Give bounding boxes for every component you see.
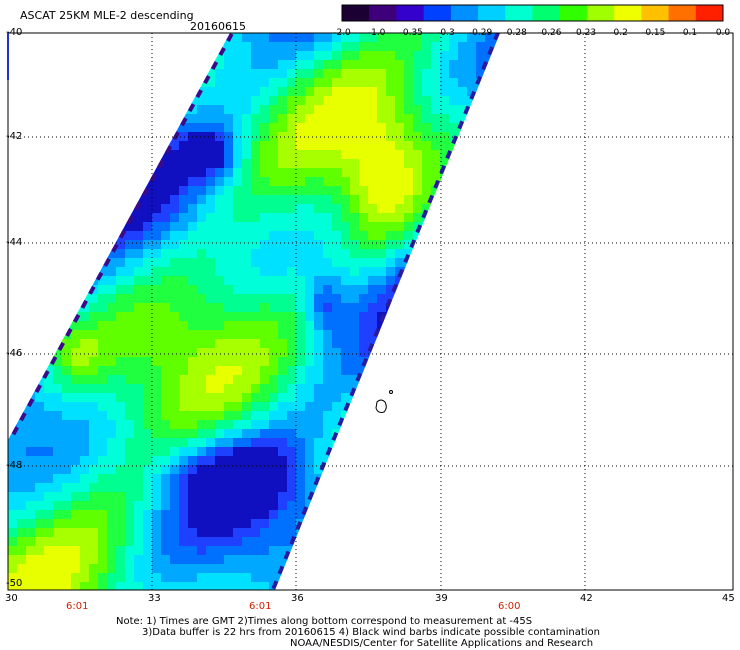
colorbar-segment <box>396 5 425 21</box>
colorbar-segment <box>505 5 533 21</box>
note-line-3: NOAA/NESDIS/Center for Satellite Applica… <box>290 638 594 649</box>
lat-label: -48 <box>6 460 23 471</box>
note-line-1: Note: 1) Times are GMT 2)Times along bot… <box>116 616 533 627</box>
colorbar-segment <box>668 5 697 21</box>
map-title: ASCAT 25KM MLE-2 descending <box>20 9 194 22</box>
colorbar-tick-label: -2.0 <box>333 28 351 38</box>
note-line-2: 3)Data buffer is 22 hrs from 20160615 4)… <box>142 627 600 638</box>
lon-label: 36 <box>291 593 304 604</box>
colorbar-tick-label: -0.28 <box>504 28 528 38</box>
colorbar-tick-label: -1.0 <box>368 28 386 38</box>
map-date: 20160615 <box>190 20 246 33</box>
colorbar-tick-label: -0.26 <box>538 28 562 38</box>
colorbar-segment <box>369 5 397 21</box>
colorbar-tick-label: 0.0 <box>716 28 731 38</box>
colorbar-segment <box>342 5 370 21</box>
lon-label: 45 <box>722 593 735 604</box>
time-label: 6:01 <box>66 601 89 612</box>
colorbar-segment <box>423 5 452 21</box>
lon-label: 30 <box>5 593 18 604</box>
swath-data <box>8 33 500 590</box>
colorbar-tick-label: -0.23 <box>573 28 596 38</box>
time-label: 6:01 <box>249 601 272 612</box>
colorbar-segment <box>695 5 724 21</box>
colorbar: -2.0 -1.0 -0.35 -0.3 -0.29 -0.28 -0.26 -0.23 -0.… <box>333 4 731 38</box>
lon-label: 33 <box>148 593 161 604</box>
colorbar-tick-label: -0.2 <box>610 28 628 38</box>
colorbar-tick-label: -0.35 <box>400 28 423 38</box>
lat-label: -50 <box>6 578 23 589</box>
time-label: 6:00 <box>498 601 521 612</box>
plot-frame <box>7 32 734 591</box>
lat-label: -40 <box>6 27 23 38</box>
colorbar-segment <box>532 5 561 21</box>
colorbar-tick-label: -0.15 <box>642 28 665 38</box>
colorbar-segment <box>586 5 615 21</box>
grid-lines <box>8 33 733 590</box>
colorbar-segment <box>478 5 506 21</box>
colorbar-segment <box>559 5 588 21</box>
colorbar-tick-label: -0.3 <box>437 28 455 38</box>
colorbar-segment <box>641 5 670 21</box>
colorbar-tick-label: -0.1 <box>680 28 698 38</box>
lat-label: -42 <box>6 131 23 142</box>
lon-label: 42 <box>580 593 593 604</box>
colorbar-segment <box>450 5 479 21</box>
lat-label: -44 <box>6 237 23 248</box>
lon-label: 39 <box>435 593 448 604</box>
colorbar-tick-label: -0.29 <box>469 28 493 38</box>
lat-label: -46 <box>6 348 23 359</box>
island-outline <box>375 390 393 413</box>
colorbar-segment <box>614 5 642 21</box>
